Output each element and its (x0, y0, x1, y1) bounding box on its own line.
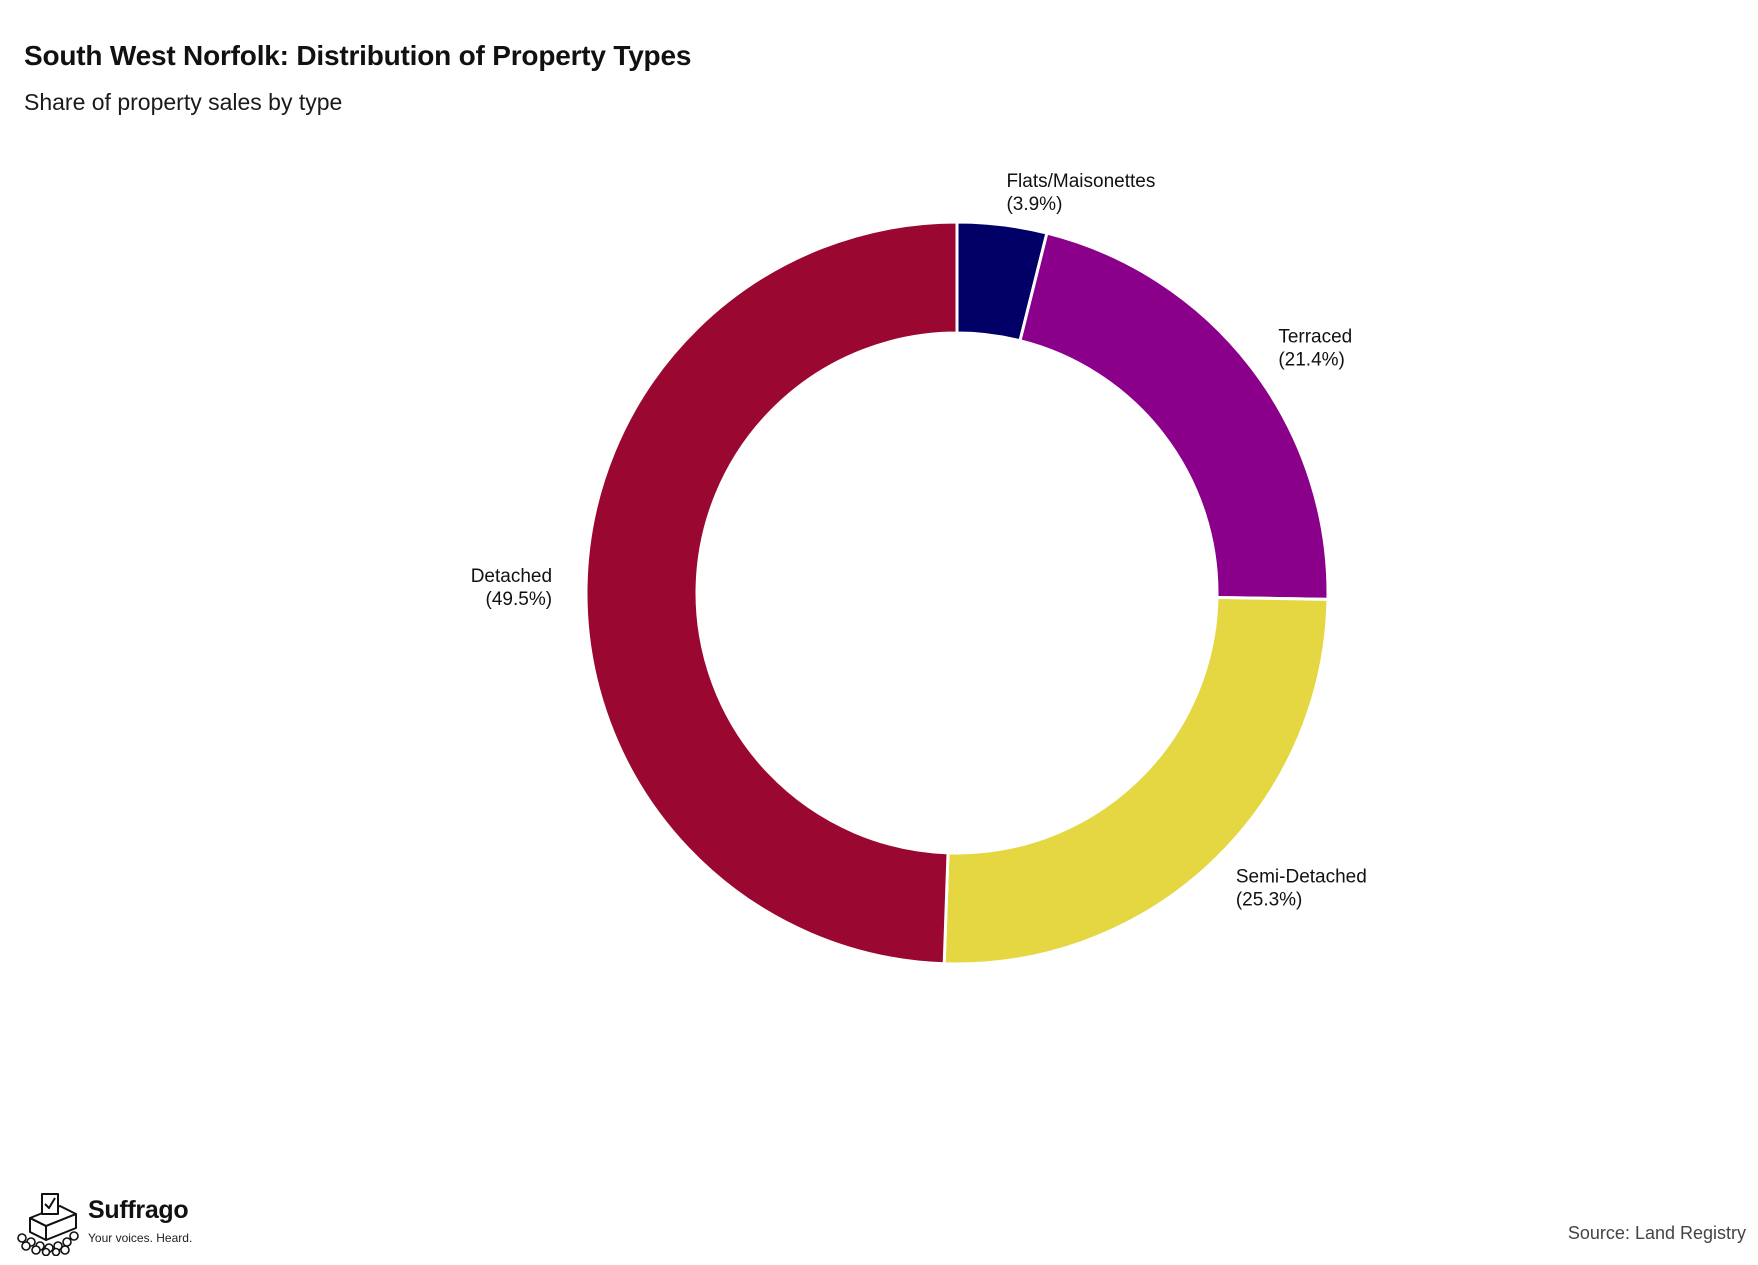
slice-label-flats-maisonettes: Flats/Maisonettes (3.9%) (1006, 171, 1155, 215)
chart-subtitle: Share of property sales by type (24, 89, 343, 115)
slice-semi-detached (942, 595, 1330, 966)
slice-label-terraced: Terraced (21.4%) (1278, 326, 1352, 370)
labels-group: Flats/Maisonettes (3.9%) Terraced (21.4%) Se… (471, 171, 1367, 911)
chart-title: South West Norfolk: Distribution of Prop… (24, 40, 692, 71)
ballot-box-logo-icon (17, 1193, 79, 1256)
brand-tagline: Your voices. Heard. (88, 1231, 193, 1245)
source-note: Source: Land Registry (1567, 1223, 1746, 1243)
slice-terraced (1018, 231, 1330, 601)
slice-label-detached: Detached (49.5%) (471, 566, 552, 610)
brand-name: Suffrago (88, 1196, 189, 1224)
slice-label-semi-detached: Semi-Detached (25.3%) (1236, 867, 1367, 911)
slices-group (584, 220, 1330, 966)
slice-detached (584, 220, 959, 966)
